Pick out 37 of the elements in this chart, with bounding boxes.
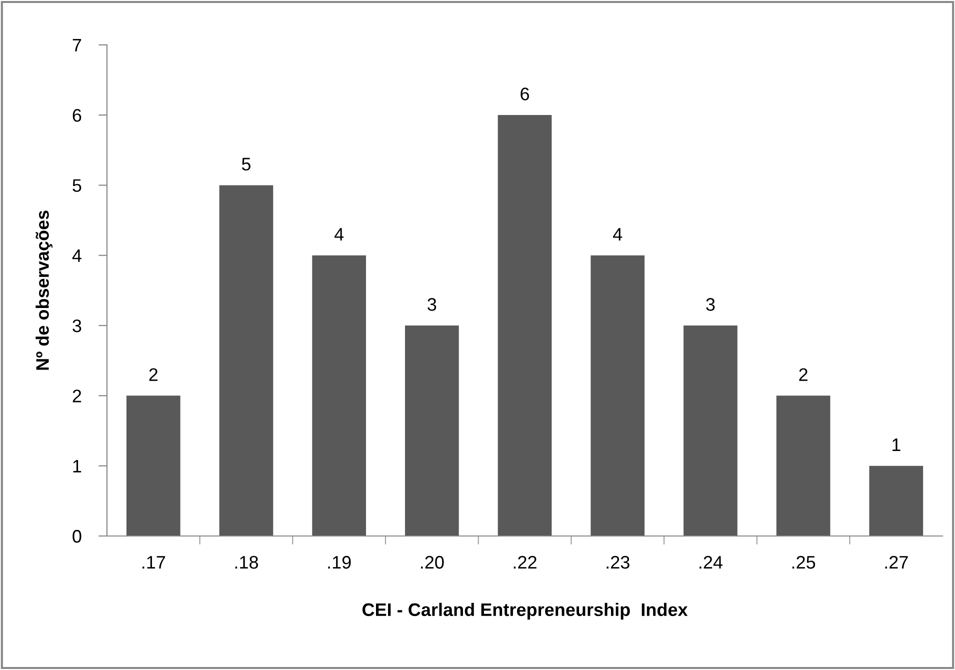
y-tick-label: 3 (72, 319, 82, 332)
x-tick-label: .20 (421, 556, 444, 569)
bar (498, 115, 552, 536)
x-tick-label: .22 (514, 556, 536, 569)
x-tick-label: .24 (700, 556, 722, 569)
y-tick-label: 1 (73, 460, 82, 472)
bar (590, 255, 645, 536)
y-tick-label: 2 (72, 390, 82, 402)
y-tick-label: 7 (72, 39, 82, 52)
x-tick-label: .25 (792, 556, 816, 569)
data-label: 2 (149, 368, 158, 381)
bar (869, 466, 924, 536)
x-tick-label: .23 (606, 556, 630, 569)
bar (405, 326, 459, 536)
y-axis-title: Nº de observações (36, 210, 52, 370)
data-label: 2 (799, 368, 808, 381)
data-label: 4 (334, 228, 344, 241)
bar (219, 185, 274, 536)
data-label: 3 (706, 298, 715, 311)
bar (684, 326, 738, 536)
data-label: 1 (892, 438, 900, 451)
y-tick-label: 4 (72, 249, 82, 262)
data-label: 3 (428, 298, 436, 311)
bar (312, 255, 366, 536)
y-tick-label: 5 (72, 179, 82, 192)
data-label: 5 (242, 158, 250, 171)
bar (126, 396, 180, 536)
y-tick-label: 0 (72, 530, 82, 543)
x-tick-label: .17 (142, 556, 166, 569)
x-axis-title: CEI - Carland Entrepreneurship Index (362, 602, 688, 620)
y-tick-label: 6 (72, 108, 82, 122)
bar (776, 396, 830, 536)
x-tick-label: .19 (328, 556, 351, 569)
data-label: 6 (520, 88, 529, 100)
x-tick-label: .18 (235, 556, 258, 569)
x-tick-label: .27 (885, 556, 908, 569)
data-label: 4 (613, 228, 622, 241)
